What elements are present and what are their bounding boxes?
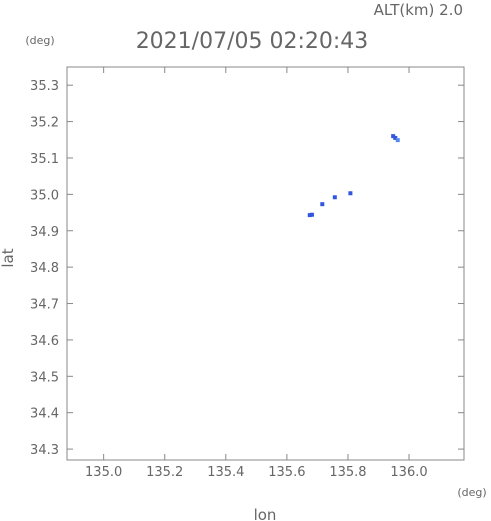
x-unit-label: (deg) <box>457 486 486 499</box>
y-tick-label: 35.2 <box>30 116 59 131</box>
data-point <box>307 213 312 218</box>
y-tick-label: 34.6 <box>30 334 59 349</box>
x-ticks: 135.0 135.2 135.4 135.6 135.8 136.0 <box>85 67 428 480</box>
x-tick-label: 135.6 <box>268 465 305 480</box>
x-axis-label: lon <box>254 506 277 521</box>
x-tick-label: 135.4 <box>207 465 244 480</box>
y-tick-label: 34.3 <box>30 443 59 458</box>
y-tick-label: 34.7 <box>30 298 59 313</box>
x-tick-label: 136.0 <box>390 465 427 480</box>
timestamp-title: 2021/07/05 02:20:43 <box>136 29 369 54</box>
x-tick-label: 135.2 <box>146 465 183 480</box>
y-tick-label: 35.0 <box>30 188 59 203</box>
data-point <box>309 212 314 217</box>
y-axis-label: lat <box>0 248 17 267</box>
x-tick-label: 135.8 <box>329 465 366 480</box>
data-point <box>395 138 400 143</box>
data-point <box>320 202 325 207</box>
y-ticks: 34.3 34.4 34.5 34.6 34.7 34.8 34.9 35.0 35.1 35.2… <box>30 79 464 458</box>
data-point <box>391 134 396 139</box>
x-tick-label: 135.0 <box>85 465 122 480</box>
y-tick-label: 34.5 <box>30 370 59 385</box>
y-tick-label: 34.9 <box>30 225 59 240</box>
y-tick-label: 34.4 <box>30 407 59 422</box>
data-point <box>332 195 337 200</box>
altitude-label: ALT(km) 2.0 <box>374 1 463 19</box>
plot-frame <box>66 66 465 461</box>
y-tick-label: 35.3 <box>30 79 59 94</box>
data-point <box>348 191 353 196</box>
data-point <box>393 135 398 140</box>
y-tick-label: 34.8 <box>30 261 59 276</box>
data-points <box>307 134 400 218</box>
y-unit-label: (deg) <box>25 34 54 47</box>
y-tick-label: 35.1 <box>30 152 59 167</box>
